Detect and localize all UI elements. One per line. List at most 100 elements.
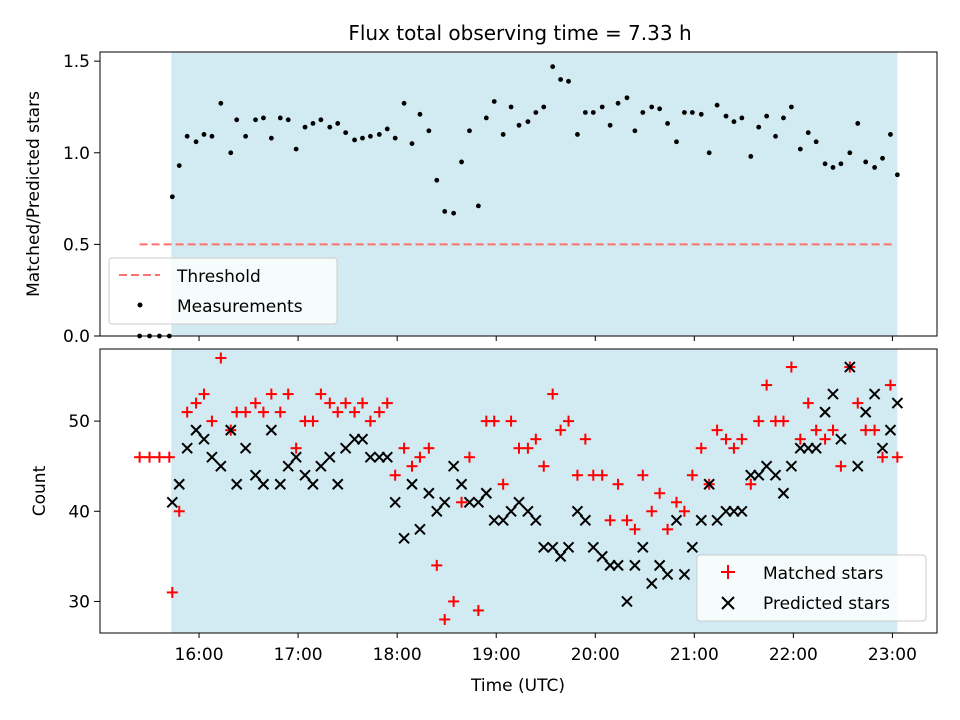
predicted-star-point — [438, 496, 451, 508]
measurement-point — [872, 165, 877, 170]
matched-star-point — [835, 460, 847, 472]
x-tick-label: 18:00 — [373, 645, 422, 665]
predicted-star-point — [463, 496, 476, 508]
top-y-tick-label: 0.5 — [63, 235, 90, 255]
predicted-star-point — [198, 433, 210, 445]
measurement-point — [491, 99, 497, 104]
matched-star-point — [488, 415, 500, 427]
measurement-point — [773, 133, 778, 139]
measurement-point — [261, 115, 266, 121]
measurement-point — [624, 95, 630, 101]
measurement-point — [764, 113, 770, 119]
predicted-star-point — [827, 388, 839, 400]
measurement-point — [558, 77, 563, 82]
measurement-point — [176, 163, 182, 169]
predicted-star-point — [190, 424, 202, 436]
measurement-point — [500, 132, 506, 137]
measurement-point — [590, 110, 596, 115]
measurement-point — [285, 117, 291, 123]
measurement-point — [838, 161, 844, 167]
x-tick-label: 19:00 — [472, 645, 521, 665]
matched-star-point — [505, 415, 517, 427]
matched-star-point — [431, 559, 443, 571]
matched-star-point — [250, 397, 262, 409]
matched-star-point — [711, 424, 723, 436]
measurement-point — [392, 135, 398, 141]
bottom-panel: 30 40 50 16:00 17:00 18:00 19:00 20:00 21:00 22:… — [30, 348, 938, 696]
matched-star-point — [819, 433, 831, 445]
matched-stars-points — [134, 352, 903, 625]
matched-star-point — [596, 469, 608, 481]
matched-star-point — [604, 514, 616, 526]
measurement-point — [748, 154, 754, 159]
matched-star-point — [869, 424, 881, 436]
measurement-point — [277, 115, 283, 121]
predicted-star-point — [488, 514, 500, 527]
predicted-star-point — [225, 424, 237, 436]
predicted-star-point — [381, 451, 393, 463]
predicted-star-point — [760, 460, 773, 472]
predicted-star-point — [522, 505, 534, 517]
legend-matched-swatch — [721, 565, 735, 579]
predicted-star-point — [315, 460, 327, 472]
predicted-star-point — [239, 442, 252, 454]
bottom-y-axis-label: Count — [30, 465, 50, 516]
matched-star-point — [439, 613, 451, 625]
measurement-point — [516, 122, 522, 128]
matched-star-point — [215, 352, 227, 364]
matched-star-point — [190, 397, 202, 409]
matched-star-point — [381, 397, 393, 409]
matched-star-point — [389, 469, 401, 481]
bottom-y-tick-label: 40 — [68, 502, 90, 522]
predicted-star-point — [398, 532, 410, 545]
matched-star-point — [173, 505, 185, 517]
predicted-star-point — [844, 361, 856, 373]
measurement-point — [566, 78, 571, 84]
predicted-star-point — [513, 496, 525, 508]
matched-star-point — [852, 397, 864, 409]
measurement-point — [483, 115, 489, 121]
measurement-point — [169, 194, 175, 200]
measurement-point — [417, 111, 423, 117]
measurement-point — [888, 132, 893, 137]
legend-measurements-label: Measurements — [177, 297, 303, 317]
predicted-star-point — [554, 550, 567, 563]
predicted-star-point — [215, 460, 227, 472]
measurement-point — [533, 110, 539, 115]
measurement-point — [813, 139, 819, 145]
predicted-star-point — [389, 496, 401, 508]
matched-star-point — [695, 442, 707, 454]
matched-star-point — [761, 379, 773, 391]
measurement-point — [682, 110, 687, 115]
predicted-star-point — [505, 505, 517, 517]
predicted-star-point — [455, 478, 468, 490]
measurement-point — [706, 150, 712, 156]
measurement-point — [368, 133, 373, 139]
matched-star-point — [448, 595, 460, 607]
measurement-point — [193, 139, 199, 145]
bottom-legend-box — [696, 554, 927, 622]
measurement-point — [805, 130, 811, 136]
legend-matched-label: Matched stars — [763, 564, 883, 584]
predicted-star-point — [290, 451, 302, 463]
matched-star-point — [463, 451, 475, 463]
matched-star-point — [802, 397, 814, 409]
matched-star-point — [646, 505, 658, 517]
predicted-star-point — [785, 460, 798, 472]
matched-star-point — [332, 406, 344, 418]
matched-star-point — [877, 451, 889, 463]
measurement-point — [228, 150, 234, 156]
measurement-point — [894, 172, 900, 178]
measurement-point — [384, 126, 390, 132]
matched-star-point — [827, 424, 839, 436]
x-tick-label: 23:00 — [868, 645, 917, 665]
predicted-star-point — [423, 487, 435, 499]
matched-star-point — [340, 397, 352, 409]
predicted-star-point — [769, 469, 782, 481]
measurement-point — [209, 133, 215, 139]
bottom-y-ticks: 30 40 50 — [68, 412, 100, 612]
measurement-point — [781, 115, 786, 121]
matched-star-point — [571, 469, 583, 481]
matched-star-point — [257, 406, 269, 418]
predicted-star-point — [431, 505, 443, 517]
